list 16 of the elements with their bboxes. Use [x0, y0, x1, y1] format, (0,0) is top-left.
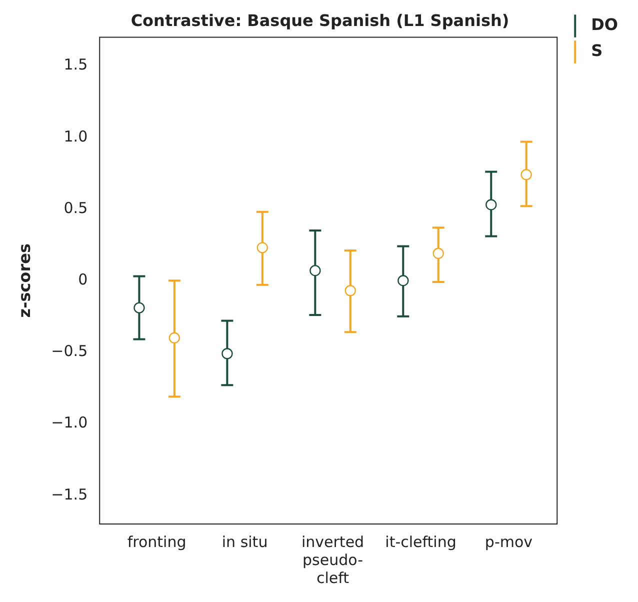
chart-title: Contrastive: Basque Spanish (L1 Spanish)	[130, 10, 510, 30]
x-tick-label: it-clefting	[385, 532, 456, 551]
legend-label: DO	[591, 15, 618, 34]
y-tick-label: 1.5	[64, 56, 88, 74]
x-tick-label: in situ	[222, 532, 268, 551]
x-tick-label: fronting	[127, 532, 186, 551]
legend-label: S	[591, 41, 603, 60]
x-tick-label: inverted pseudo-cleft	[301, 532, 364, 587]
y-tick-label: 0	[78, 270, 88, 288]
y-tick-label: −0.5	[51, 342, 88, 360]
x-tick-label: p-mov	[484, 532, 533, 551]
y-tick-label: −1.0	[51, 414, 88, 432]
y-tick-label: 0.5	[64, 198, 88, 217]
y-tick-label: 1.0	[64, 127, 88, 146]
y-tick-label: −1.5	[51, 485, 88, 504]
y-axis-title: z-scores	[14, 243, 34, 318]
